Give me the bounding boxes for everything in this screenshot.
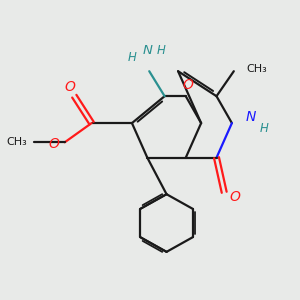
Text: O: O	[182, 78, 193, 92]
Text: O: O	[64, 80, 75, 94]
Text: N: N	[142, 44, 152, 57]
Text: CH₃: CH₃	[246, 64, 267, 74]
Text: O: O	[49, 137, 59, 151]
Text: H: H	[260, 122, 269, 135]
Text: N: N	[245, 110, 256, 124]
Text: CH₃: CH₃	[6, 137, 27, 147]
Text: H: H	[157, 44, 166, 57]
Text: H: H	[128, 51, 136, 64]
Text: O: O	[230, 190, 240, 204]
